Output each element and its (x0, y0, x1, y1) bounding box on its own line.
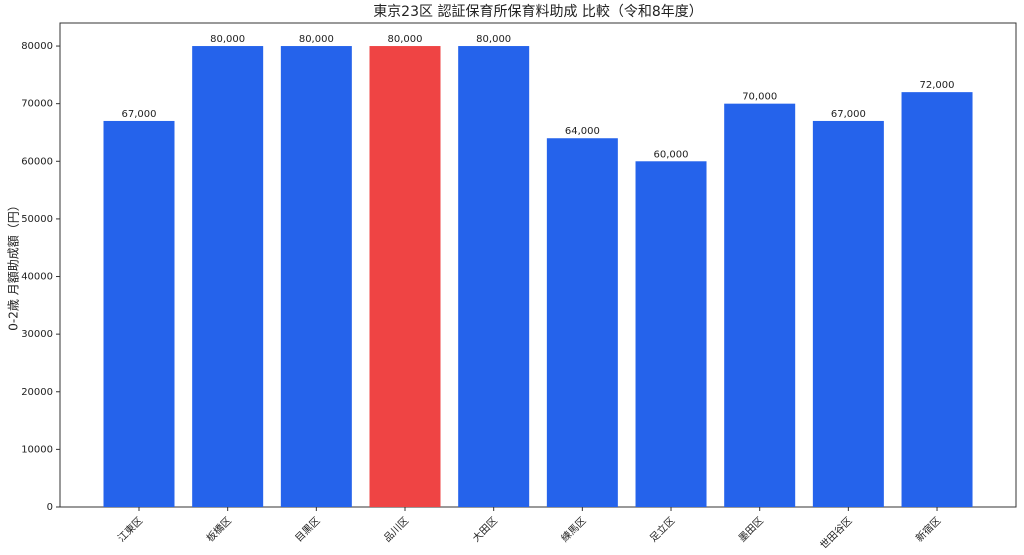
y-tick-label: 70000 (21, 99, 53, 110)
value-label: 67,000 (831, 109, 866, 120)
y-axis-label: 0-2歳 月額助成額（円） (7, 199, 21, 330)
x-tick-label: 江東区 (115, 514, 145, 544)
x-tick-label: 新宿区 (913, 514, 943, 544)
x-tick-label: 目黒区 (293, 515, 323, 545)
value-label: 70,000 (742, 92, 777, 103)
x-tick-label: 足立区 (647, 514, 677, 544)
value-label: 80,000 (476, 34, 511, 45)
chart-title: 東京23区 認証保育所保育料助成 比較（令和8年度） (373, 4, 703, 20)
bar (812, 120, 884, 507)
value-label: 80,000 (388, 34, 423, 45)
value-label: 60,000 (654, 149, 689, 160)
y-tick-label: 50000 (21, 214, 53, 225)
bar (724, 103, 796, 508)
y-tick-label: 10000 (21, 444, 53, 455)
y-tick-label: 40000 (21, 272, 53, 283)
value-label: 72,000 (920, 80, 955, 91)
x-tick-label: 墨田区 (736, 515, 766, 545)
bar (458, 46, 530, 508)
bar (103, 120, 175, 507)
value-label: 67,000 (122, 109, 157, 120)
bar (192, 46, 264, 508)
x-tick-label: 世田谷区 (818, 515, 855, 552)
bar (635, 161, 707, 508)
y-tick-label: 80000 (21, 41, 53, 52)
bar (280, 46, 352, 508)
bar (546, 138, 618, 507)
value-label: 80,000 (210, 34, 245, 45)
y-tick-label: 0 (47, 502, 53, 513)
plot-frame (59, 22, 1017, 508)
y-tick-label: 30000 (21, 329, 53, 340)
bar (369, 46, 441, 508)
x-tick-label: 品川区 (382, 515, 412, 545)
value-label: 64,000 (565, 126, 600, 137)
x-tick-label: 板橋区 (204, 514, 234, 544)
y-tick-label: 20000 (21, 387, 53, 398)
x-tick-label: 大田区 (470, 514, 500, 544)
value-label: 80,000 (299, 34, 334, 45)
x-tick-label: 練馬区 (558, 514, 588, 544)
y-tick-label: 60000 (21, 156, 53, 167)
bar (901, 92, 973, 508)
